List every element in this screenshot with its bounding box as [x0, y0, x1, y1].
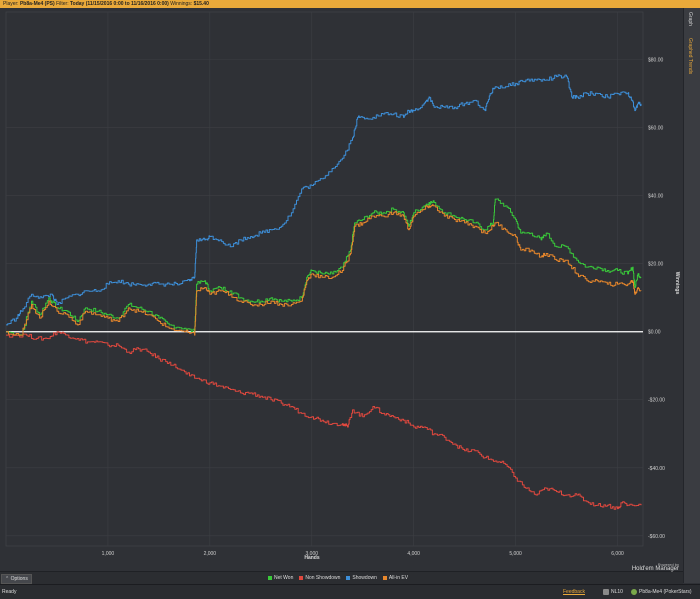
series-line-net-won — [6, 198, 642, 336]
y-tick-label: $20.00 — [648, 262, 664, 268]
filter-label: Filter: — [56, 1, 69, 7]
winnings-value: $15.40 — [193, 1, 209, 7]
plot-frame — [5, 11, 644, 547]
legend-swatch — [346, 575, 351, 580]
right-sidebar: Graph Graphed Trends — [683, 8, 700, 583]
feedback-link[interactable]: Feedback — [563, 589, 585, 595]
x-axis-label: Hands — [304, 555, 320, 561]
legend-swatch — [268, 575, 272, 580]
active-player-label: Pb8a-Me4 (PokerStars) — [639, 589, 692, 595]
y-tick-label: -$40.00 — [648, 466, 665, 472]
powered-by: Powered by Hold'em Manager — [632, 562, 679, 572]
y-tick-label: $0.00 — [648, 330, 661, 336]
brand-logo: Hold'em Manager — [631, 566, 679, 572]
x-tick-label: 3,000 — [306, 551, 319, 557]
legend-label: Showdown — [352, 575, 377, 581]
series-line-all-in-ev — [6, 204, 642, 336]
stake-indicator[interactable]: NL10 — [603, 585, 623, 599]
player-name: Pb8a-Me4 (PS) — [19, 1, 55, 7]
x-tick-label: 1,000 — [102, 551, 115, 557]
options-button[interactable]: ⌃ Options — [1, 574, 32, 584]
y-tick-label: -$20.00 — [648, 398, 665, 404]
stake-label: NL10 — [611, 589, 623, 595]
tab-graph[interactable]: Graph — [687, 12, 693, 26]
legend-label: Non Showdown — [305, 575, 341, 581]
status-text: Ready — [2, 589, 17, 595]
y-tick-label: $80.00 — [648, 58, 664, 64]
series-line-non-showdown — [6, 331, 642, 510]
y-tick-label: $60.00 — [648, 126, 664, 132]
title-bar: Player: Pb8a-Me4 (PS) Filter: Today (11/… — [0, 0, 700, 8]
table-icon — [603, 588, 609, 595]
player-icon — [631, 588, 637, 595]
filter-value[interactable]: Today (11/15/2016 0:00 to 11/16/2016 0:0… — [69, 1, 169, 7]
status-bar: Ready Feedback NL10 Pb8a-Me4 (PokerStars… — [0, 584, 700, 599]
powered-by-text: Powered by — [657, 562, 679, 567]
legend-swatch — [382, 575, 387, 580]
x-tick-labels: 1,000 2,000 3,000 4,000 5,000 6,000 — [102, 551, 624, 557]
x-tick-label: 6,000 — [611, 551, 624, 557]
y-tick-label: $40.00 — [648, 194, 664, 200]
chevron-up-icon: ⌃ — [5, 576, 11, 582]
chart-legend: Net Won Non Showdown Showdown All-in EV — [268, 574, 414, 582]
chart-series — [6, 74, 642, 510]
player-label: Player: — [3, 1, 19, 7]
tab-graphed-trends[interactable]: Graphed Trends — [687, 38, 693, 75]
graph-area: $80.00 $60.00 $40.00 $20.00 $0.00 -$20.00 -$40… — [0, 8, 683, 571]
legend-label: Net Won — [274, 575, 294, 581]
legend-item-showdown[interactable]: Showdown — [346, 575, 377, 581]
chart-grid — [5, 11, 644, 547]
y-axis-label: Winnings — [674, 272, 680, 295]
active-player[interactable]: Pb8a-Me4 (PokerStars) — [631, 585, 692, 599]
series-line-showdown — [6, 74, 642, 326]
x-tick-label: 2,000 — [204, 551, 217, 557]
legend-swatch — [299, 575, 304, 580]
x-tick-label: 5,000 — [509, 551, 522, 557]
legend-bar: ⌃ Options Net Won Non Showdown Showdown All… — [0, 562, 683, 584]
x-tick-label: 4,000 — [407, 551, 420, 557]
winnings-chart: $80.00 $60.00 $40.00 $20.00 $0.00 -$20.00 -$40… — [5, 11, 680, 561]
y-tick-labels: $80.00 $60.00 $40.00 $20.00 $0.00 -$20.00 -$40… — [648, 58, 665, 540]
legend-item-non-showdown[interactable]: Non Showdown — [299, 575, 340, 581]
legend-item-net-won[interactable]: Net Won — [268, 575, 293, 581]
legend-label: All-in EV — [388, 575, 409, 581]
options-label: Options — [10, 576, 28, 582]
winnings-label: Winnings: — [170, 1, 193, 7]
y-tick-label: -$60.00 — [648, 534, 665, 540]
legend-item-all-in-ev[interactable]: All-in EV — [382, 575, 409, 581]
